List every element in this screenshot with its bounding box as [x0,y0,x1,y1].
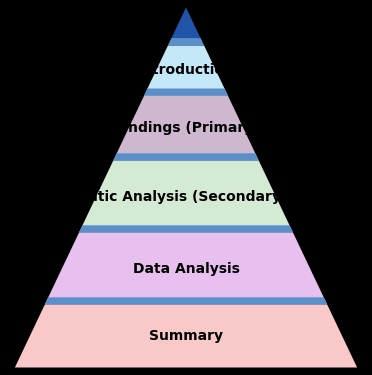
Text: Introduction: Introduction [138,63,234,78]
Text: Data Analysis: Data Analysis [132,261,240,276]
Polygon shape [168,38,204,45]
Polygon shape [113,96,259,160]
Polygon shape [45,297,327,304]
Text: Data Findings (Primary data): Data Findings (Primary data) [72,121,300,135]
Polygon shape [15,304,357,368]
Polygon shape [113,153,259,160]
Polygon shape [79,160,293,232]
Polygon shape [79,225,293,232]
Polygon shape [144,88,228,96]
Text: Summary: Summary [149,329,223,343]
Polygon shape [45,232,327,304]
Text: Thematic Analysis (Secondary data): Thematic Analysis (Secondary data) [45,189,327,204]
Polygon shape [144,45,228,96]
Polygon shape [168,8,204,45]
